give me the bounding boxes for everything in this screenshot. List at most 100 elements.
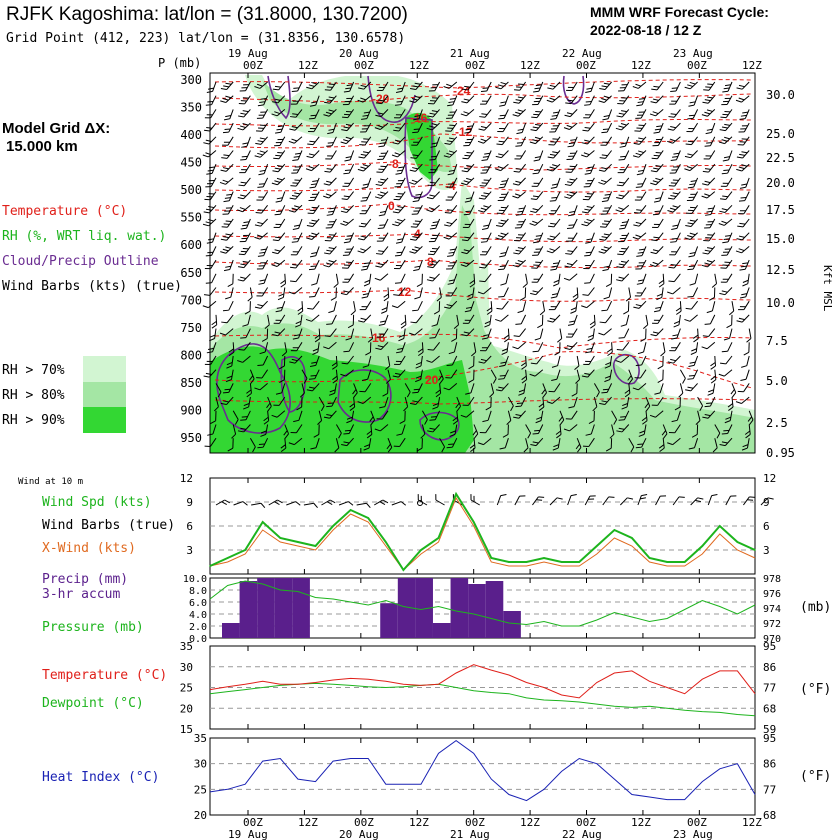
barb-flag (305, 168, 312, 172)
barb-staff (276, 109, 286, 117)
barb-staff (439, 287, 442, 298)
barb-staff (432, 191, 440, 200)
barb-staff (331, 396, 337, 407)
barb-flag (477, 291, 484, 295)
barb-staff (330, 150, 337, 160)
barb-flag (239, 90, 246, 92)
xs-wind-barb (581, 150, 595, 158)
barb-flag (596, 391, 600, 398)
barb-flag (586, 193, 593, 195)
barb-flag (410, 157, 417, 159)
barb-flag (258, 114, 265, 116)
barb-flag (342, 254, 349, 256)
barb-flag (345, 87, 352, 90)
xs-wind-barb (480, 95, 492, 105)
barb-staff (605, 314, 612, 324)
xs-wind-barb (394, 109, 406, 119)
legend-pressure: Pressure (mb) (42, 620, 144, 635)
barb-staff (380, 273, 389, 281)
barb-staff (381, 95, 389, 104)
barb-staff (384, 314, 389, 325)
barb-staff (522, 301, 527, 312)
xs-wind-barb (220, 232, 234, 241)
barb-flag (328, 109, 335, 112)
xs-wind-barb (426, 191, 440, 200)
precip-bar (450, 578, 469, 638)
barb-flag (223, 269, 230, 272)
xs-wind-barb (272, 81, 286, 91)
barb-flag (324, 101, 330, 104)
xs-wind-barb (203, 204, 217, 214)
barb-flag (521, 365, 527, 370)
barb-flag (293, 238, 300, 240)
barb-flag (501, 351, 508, 355)
xs-wind-barb (394, 95, 406, 106)
xs-wind-barb (335, 424, 342, 439)
xs-wind-barb (513, 95, 526, 104)
barb-flag (566, 124, 573, 128)
xs-wind-barb (581, 300, 595, 309)
barb-flag (237, 430, 244, 433)
xs-wind-barb (443, 383, 458, 391)
barb-flag (357, 99, 364, 103)
barb-staff (263, 95, 269, 106)
barb-staff (249, 287, 253, 298)
barb-flag (483, 192, 490, 195)
xs-wind-barb (601, 122, 613, 134)
barb-flag (532, 432, 539, 435)
barb-staff (397, 218, 406, 227)
xs-wind-barb (529, 369, 544, 377)
barb-staff (576, 355, 580, 366)
barb-flag (619, 87, 626, 89)
xs-wind-barb (464, 301, 475, 313)
xs-wind-barb (480, 342, 492, 352)
xs-wind-barb (520, 355, 527, 370)
xs-wind-barb (410, 81, 423, 91)
barb-flag (552, 125, 559, 127)
barb-flag (552, 111, 559, 114)
barb-flag (306, 389, 313, 392)
xs-wind-barb (503, 328, 510, 343)
barb-flag (534, 87, 541, 90)
barb-flag (328, 128, 335, 131)
legend-dewpoint: Dewpoint (°C) (42, 696, 144, 711)
barb-flag (394, 104, 401, 106)
xs-wind-barb (375, 95, 389, 105)
barb-flag (379, 155, 385, 157)
barb-flag (569, 165, 576, 168)
barb-staff (363, 163, 372, 172)
barb-flag (240, 158, 247, 161)
barb-flag (481, 100, 488, 102)
xs-wind-barb (204, 437, 217, 447)
barb-flag (364, 444, 370, 448)
xs-wind-barb (258, 164, 269, 176)
barb-flag (446, 140, 453, 143)
barb-flag (521, 379, 527, 384)
barb-flag (572, 293, 578, 298)
barb-flag (361, 210, 368, 212)
barb-flag (220, 100, 227, 104)
xs-wind-barb (324, 246, 337, 255)
xs-wind-barb (461, 246, 475, 255)
barb-staff (418, 109, 423, 119)
barb-flag (256, 199, 263, 201)
barb-flag (479, 266, 486, 269)
xs-wind-barb (512, 191, 526, 199)
barb-staff (380, 259, 389, 268)
barb-flag (257, 104, 264, 107)
xs-wind-barb (549, 191, 561, 202)
xs-wind-barb (448, 342, 458, 355)
barb-flag (280, 444, 286, 449)
barb-flag (221, 157, 228, 159)
xs-wind-barb (254, 300, 268, 309)
barb-flag (326, 168, 333, 170)
barb-staff (278, 150, 286, 159)
barb-staff (401, 81, 406, 92)
barb-flag (621, 84, 628, 86)
barb-flag (412, 309, 419, 312)
bottom-hour-label: 12Z (409, 816, 429, 829)
xs-wind-barb (249, 437, 256, 453)
xs-wind-barb (436, 287, 442, 302)
barb-flag (585, 241, 592, 244)
xs-wind-barb (428, 232, 441, 243)
